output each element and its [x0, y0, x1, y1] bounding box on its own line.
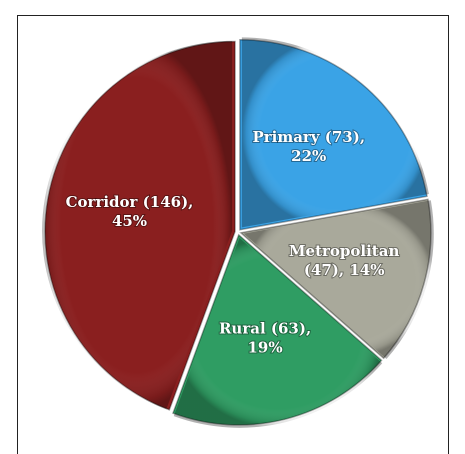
data-label: 22%	[291, 147, 326, 165]
data-label: Rural (63),	[219, 319, 311, 337]
data-label: Corridor (146),	[66, 193, 194, 211]
data-label: 45%	[112, 212, 147, 230]
data-label: Metropolitan	[289, 242, 400, 260]
data-label: 19%	[248, 338, 283, 356]
data-label: (47), 14%	[304, 261, 385, 279]
data-label: Primary (73),	[252, 128, 365, 146]
